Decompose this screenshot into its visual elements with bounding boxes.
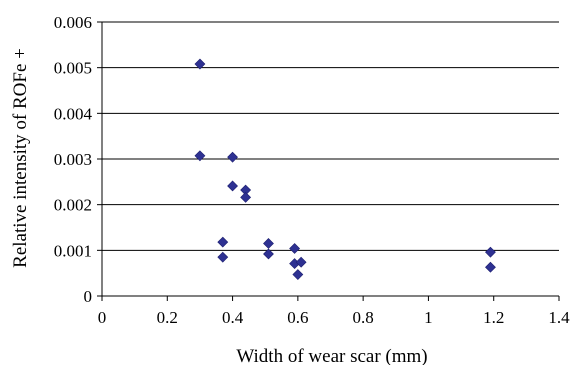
data-point — [485, 261, 496, 273]
data-point — [295, 256, 307, 268]
x-tick-label: 1.2 — [483, 308, 504, 327]
x-tick-label: 0.8 — [353, 308, 374, 327]
x-tick-label: 0.4 — [222, 308, 244, 327]
axes — [97, 21, 560, 301]
x-tick-label: 1 — [424, 308, 433, 327]
x-axis-title: Width of wear scar (mm) — [236, 346, 427, 365]
x-tick-label: 1.4 — [548, 308, 570, 327]
x-tick-label: 0.6 — [287, 308, 308, 327]
data-point — [194, 58, 206, 70]
data-point — [240, 191, 252, 203]
y-axis-title: Relative intensity of ROFe + — [10, 48, 31, 268]
data-point — [194, 150, 206, 162]
data-point — [217, 236, 229, 248]
data-point — [289, 243, 301, 254]
x-tick-label: 0 — [98, 308, 107, 327]
y-tick-label: 0.001 — [54, 241, 92, 260]
data-point — [292, 269, 304, 280]
y-tick-label: 0.006 — [54, 13, 92, 32]
tick-labels: 0 0.001 0.002 0.003 0.004 0.005 0.006 0 0.2 0.4 0.… — [54, 13, 570, 327]
data-point — [263, 238, 274, 249]
data-points — [194, 58, 496, 280]
x-tick-label: 0.2 — [157, 308, 178, 327]
y-tick-label: 0.004 — [54, 104, 93, 123]
y-tick-label: 0 — [84, 287, 93, 306]
data-point — [263, 248, 274, 260]
data-point — [227, 180, 238, 192]
data-point — [227, 151, 238, 163]
data-point — [485, 246, 496, 258]
y-tick-label: 0.002 — [54, 196, 92, 215]
data-point — [217, 251, 229, 263]
y-tick-label: 0.005 — [54, 59, 92, 78]
y-tick-label: 0.003 — [54, 150, 92, 169]
gridlines — [102, 21, 559, 251]
